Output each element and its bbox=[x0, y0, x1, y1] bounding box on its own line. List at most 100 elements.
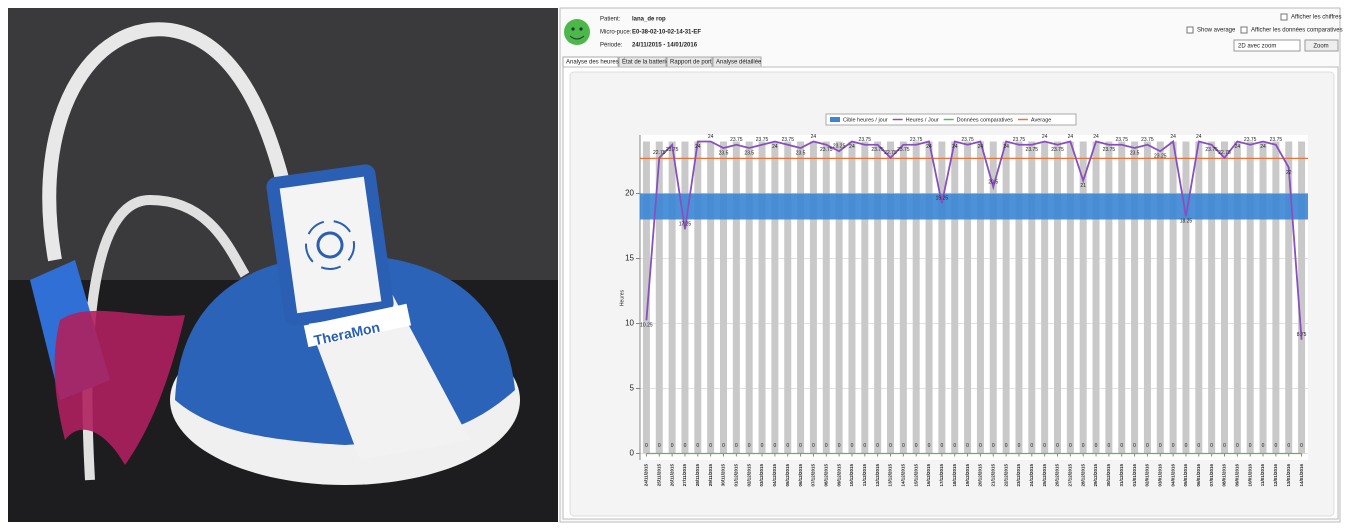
show-average[interactable]: Show average bbox=[1197, 28, 1236, 34]
y-tick-label: 15 bbox=[625, 254, 634, 263]
data-label: 24 bbox=[1093, 134, 1099, 140]
dropdown[interactable] bbox=[1233, 39, 1301, 52]
x-tick-label: 03/01/2016 bbox=[1157, 464, 1162, 487]
day-bar bbox=[835, 141, 843, 454]
x-tick-label: 12/12/2015 bbox=[875, 464, 880, 487]
x-tick-label: 22/12/2015 bbox=[1003, 464, 1008, 487]
photo: TheraMon bbox=[8, 8, 558, 522]
data-label: 0 bbox=[786, 443, 789, 449]
legend-label: Cible heures / jour bbox=[843, 117, 888, 123]
data-label: 0 bbox=[966, 443, 969, 449]
day-bar bbox=[1195, 141, 1203, 454]
data-label: 0 bbox=[928, 443, 931, 449]
data-label: 0 bbox=[1262, 443, 1265, 449]
data-label: 0 bbox=[722, 443, 725, 449]
data-label: 23.75 bbox=[871, 147, 884, 153]
zoom-label[interactable]: Zoom bbox=[1313, 44, 1328, 50]
data-label: 23.5 bbox=[796, 150, 806, 156]
data-label: 0 bbox=[696, 443, 699, 449]
day-bar bbox=[784, 141, 792, 454]
tab-label[interactable]: État de la batterie bbox=[622, 59, 670, 66]
x-tick-label: 14/12/2015 bbox=[901, 464, 906, 487]
data-label: 22.75 bbox=[1218, 150, 1231, 156]
data-label: 0 bbox=[1030, 443, 1033, 449]
checkbox[interactable] bbox=[1240, 26, 1248, 34]
x-tick-label: 21/12/2015 bbox=[990, 464, 995, 487]
day-bar bbox=[848, 141, 856, 454]
x-tick-label: 13/12/2015 bbox=[888, 464, 893, 487]
day-bar bbox=[1246, 141, 1254, 454]
x-tick-label: 24/12/2015 bbox=[1029, 464, 1034, 487]
day-bar bbox=[1041, 141, 1049, 454]
day-bar bbox=[642, 141, 650, 454]
tab-label[interactable]: Rapport de port bbox=[670, 60, 712, 66]
x-tick-label: 02/01/2016 bbox=[1145, 464, 1150, 487]
day-bar bbox=[745, 141, 753, 454]
data-label: 0 bbox=[1005, 443, 1008, 449]
x-tick-label: 31/12/2015 bbox=[1119, 464, 1124, 487]
tab-label[interactable]: Analyse détaillée bbox=[716, 60, 762, 66]
x-tick-label: 07/01/2016 bbox=[1209, 464, 1214, 487]
show-comparative[interactable]: Afficher les données comparatives bbox=[1251, 28, 1343, 34]
day-bar bbox=[655, 141, 663, 454]
x-tick-label: 06/01/2016 bbox=[1196, 464, 1201, 487]
chip-label: Micro-puce: bbox=[600, 30, 632, 36]
data-label: 8.75 bbox=[1297, 332, 1307, 338]
day-bar bbox=[951, 141, 959, 454]
data-label: 0 bbox=[1120, 443, 1123, 449]
day-bar bbox=[1028, 141, 1036, 454]
day-bar bbox=[899, 141, 907, 454]
data-label: 23.75 bbox=[1141, 137, 1154, 143]
data-label: 24 bbox=[1196, 134, 1202, 140]
patient-label: Patient: bbox=[600, 17, 621, 23]
day-bar bbox=[1182, 141, 1190, 454]
y-tick-label: 5 bbox=[630, 384, 635, 393]
x-tick-label: 24/11/2015 bbox=[644, 464, 649, 487]
data-label: 0 bbox=[773, 443, 776, 449]
data-label: 0 bbox=[735, 443, 738, 449]
data-label: 0 bbox=[812, 443, 815, 449]
data-label: 23.75 bbox=[1244, 137, 1257, 143]
data-label: 19.25 bbox=[936, 196, 949, 202]
x-tick-label: 29/11/2015 bbox=[708, 464, 713, 487]
day-bar bbox=[1079, 141, 1087, 454]
tab-label[interactable]: Analyse des heures bbox=[566, 60, 619, 66]
data-label: 0 bbox=[1172, 443, 1175, 449]
x-tick-label: 28/12/2015 bbox=[1080, 464, 1085, 487]
view-mode[interactable]: 2D avec zoom bbox=[1238, 44, 1276, 50]
y-tick-label: 20 bbox=[625, 189, 634, 198]
day-bar bbox=[1233, 141, 1241, 454]
data-label: 24 bbox=[1235, 144, 1241, 150]
x-tick-label: 11/12/2015 bbox=[862, 464, 867, 487]
data-label: 23.75 bbox=[1026, 147, 1039, 153]
day-bar bbox=[1002, 141, 1010, 454]
x-tick-label: 26/11/2015 bbox=[669, 464, 674, 487]
show-figures[interactable]: Afficher les chiffres bbox=[1291, 15, 1341, 21]
data-label: 23.75 bbox=[781, 137, 794, 143]
x-tick-label: 18/12/2015 bbox=[952, 464, 957, 487]
data-label: 24 bbox=[1003, 144, 1009, 150]
data-label: 23.75 bbox=[756, 137, 769, 143]
data-label: 24 bbox=[811, 134, 817, 140]
x-tick-label: 03/12/2015 bbox=[759, 464, 764, 487]
checkbox[interactable] bbox=[1280, 13, 1288, 21]
data-label: 0 bbox=[915, 443, 918, 449]
day-bar bbox=[989, 141, 997, 454]
data-label: 0 bbox=[1095, 443, 1098, 449]
data-label: 23.75 bbox=[666, 147, 679, 153]
x-tick-label: 02/12/2015 bbox=[746, 464, 751, 487]
period-label: Période: bbox=[600, 43, 623, 49]
data-label: 0 bbox=[1069, 443, 1072, 449]
data-label: 0 bbox=[876, 443, 879, 449]
data-label: 0 bbox=[671, 443, 674, 449]
day-bar bbox=[1131, 141, 1139, 454]
checkbox[interactable] bbox=[1186, 26, 1194, 34]
x-tick-label: 28/11/2015 bbox=[695, 464, 700, 487]
x-tick-label: 08/01/2016 bbox=[1222, 464, 1227, 487]
data-label: 23.75 bbox=[1051, 147, 1064, 153]
zoom-button[interactable] bbox=[1304, 39, 1339, 52]
data-label: 23.5 bbox=[719, 150, 729, 156]
data-label: 0 bbox=[1274, 443, 1277, 449]
day-bar bbox=[694, 141, 702, 454]
